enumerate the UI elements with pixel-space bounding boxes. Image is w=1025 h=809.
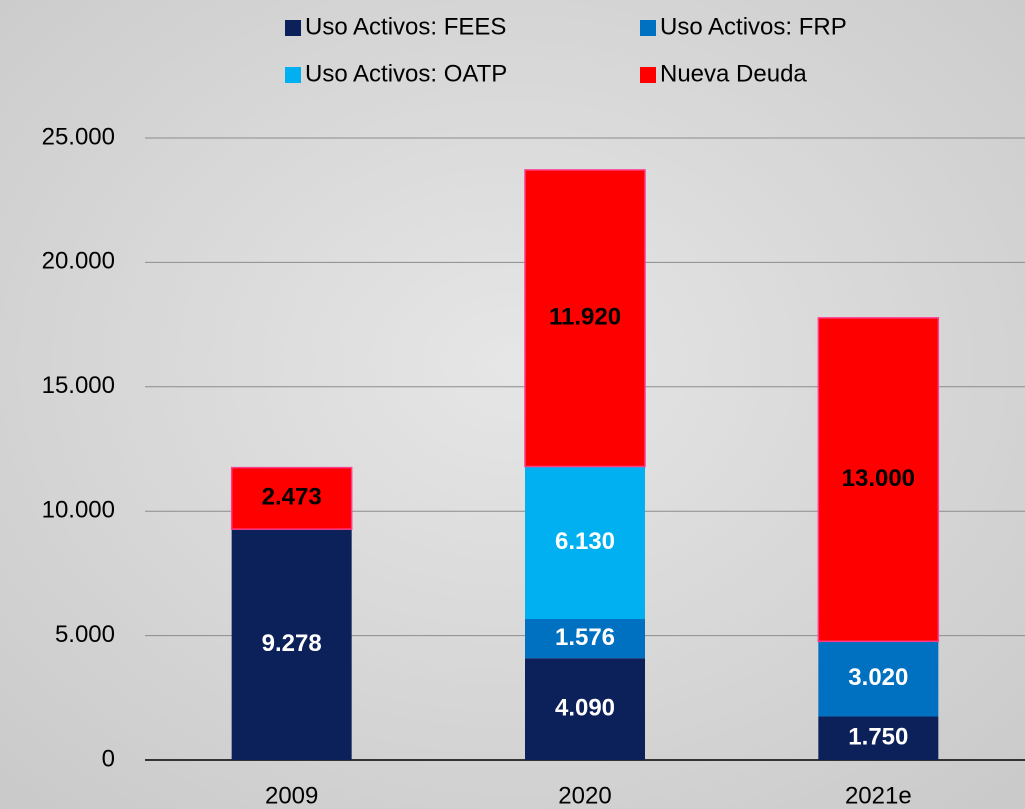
y-tick-label: 25.000 (42, 123, 115, 150)
x-tick-label: 2021e (845, 782, 912, 809)
legend-label: Uso Activos: FRP (660, 13, 847, 40)
legend-marker (640, 20, 656, 36)
data-label: 9.278 (262, 630, 322, 657)
legend-label: Uso Activos: OATP (305, 60, 507, 87)
data-label: 1.750 (848, 724, 908, 751)
legend-label: Uso Activos: FEES (305, 13, 506, 40)
legend-label: Nueva Deuda (660, 60, 807, 87)
page: {"chart_data": {"type": "stacked_bar", "… (0, 0, 1025, 809)
data-label: 4.090 (555, 694, 615, 721)
data-label: 3.020 (848, 664, 908, 691)
data-label: 1.576 (555, 624, 615, 651)
x-tick-label: 2009 (265, 782, 318, 809)
legend-marker (640, 67, 656, 83)
y-tick-label: 15.000 (42, 372, 115, 399)
x-tick-label: 2020 (558, 782, 611, 809)
data-label: 11.920 (549, 304, 621, 331)
data-label: 2.473 (262, 484, 322, 511)
legend-marker (285, 20, 301, 36)
y-tick-label: 0 (102, 745, 115, 772)
y-tick-label: 5.000 (55, 621, 115, 648)
data-label: 13.000 (842, 465, 915, 492)
y-tick-label: 20.000 (42, 248, 115, 275)
y-tick-label: 10.000 (42, 497, 115, 524)
chart: 0 5.000 10.000 15.000 20.000 25.000 2009 9.278 2… (0, 0, 1025, 809)
data-label: 6.130 (555, 528, 615, 555)
legend-marker (285, 67, 301, 83)
